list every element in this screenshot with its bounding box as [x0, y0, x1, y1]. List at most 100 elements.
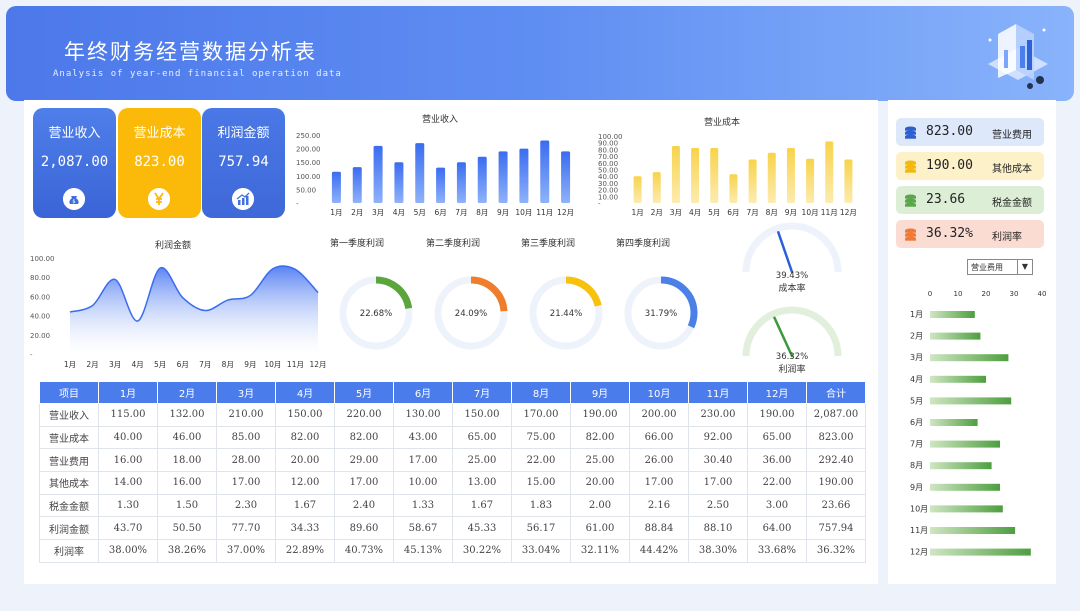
x-tick-label: 30: [1010, 290, 1019, 298]
table-cell: 营业成本: [39, 425, 99, 450]
table-cell: 15.00: [511, 471, 571, 495]
table-body: 营业收入 115.00 132.00 210.00 150.00 220.00 130.00…: [39, 403, 866, 563]
y-tick-label: 100.00: [296, 173, 321, 181]
data-table: 项目 1月 2月 3月 4月 5月 6月 7月 8月 9月 10月 11月 12月 合计 营业收入 115.…: [39, 381, 866, 563]
x-tick-label: 4月: [689, 208, 701, 217]
table-cell: 757.94: [806, 516, 866, 541]
x-tick-label: 0: [928, 290, 932, 298]
table-row: 利润率 38.00% 38.26% 37.00% 22.89% 40.73% 45.13% 3…: [39, 539, 866, 563]
table-cell: 61.00: [570, 516, 630, 541]
y-tick-label: 4月: [910, 375, 923, 384]
bar: [930, 440, 1000, 448]
table-cell: 37.00%: [216, 539, 276, 563]
table-header-cell: 2月: [157, 381, 217, 404]
database-icon: [905, 228, 916, 241]
dashboard-header: 年终财务经营数据分析表 Analysis of year-end financi…: [6, 6, 1074, 101]
table-cell: 2,087.00: [806, 403, 866, 427]
y-tick-label: 80.00: [30, 274, 50, 282]
bar: [930, 483, 1000, 491]
y-tick-label: 1月: [910, 310, 923, 319]
money-bag-icon: $: [63, 188, 85, 210]
y-tick-label: 11月: [910, 526, 928, 535]
bar: [748, 159, 757, 203]
table-cell: 43.70: [98, 516, 158, 541]
x-tick-label: 10: [954, 290, 963, 298]
yen-icon: [148, 188, 170, 210]
table-cell: 82.00: [275, 425, 335, 450]
y-tick-label: 10月: [910, 504, 928, 513]
table-cell: 115.00: [98, 403, 158, 427]
summary-label: 其他成本: [992, 164, 1032, 175]
table-cell: 2.50: [688, 493, 748, 518]
bar: [930, 354, 1009, 362]
area-line: [69, 265, 319, 322]
table-header-cell: 9月: [570, 381, 630, 404]
bar: [930, 311, 975, 318]
bar: [519, 148, 529, 203]
table-cell: 34.33: [275, 516, 335, 541]
x-tick-label: 10月: [515, 208, 532, 217]
table-cell: 22.00: [747, 471, 807, 495]
table-cell: 40.00: [98, 425, 158, 450]
x-tick-label: 5月: [708, 208, 720, 217]
y-tick-label: -: [30, 351, 33, 359]
x-tick-label: 9月: [785, 208, 797, 217]
y-tick-label: 50.00: [296, 186, 316, 194]
select-value: 营业费用: [971, 263, 1003, 272]
table-cell: 22.89%: [275, 539, 335, 563]
metric-select[interactable]: 营业费用 ▼: [967, 259, 1033, 275]
bar: [415, 143, 425, 203]
x-tick-label: 6月: [434, 208, 446, 217]
profit-area-chart: 100.00 80.00 60.00 40.00 20.00 - 1月 2月 3月 4月 5月 6月 7…: [30, 255, 327, 369]
table-cell: 40.73%: [334, 539, 394, 563]
q3-title: 第三季度利润: [521, 239, 576, 249]
table-cell: 56.17: [511, 516, 571, 541]
donut-value-label: 22.68%: [360, 309, 392, 319]
table-cell: 38.26%: [157, 539, 217, 563]
table-cell: 292.40: [806, 448, 866, 473]
x-tick-label: 11月: [287, 360, 304, 369]
x-tick-label: 12月: [309, 360, 326, 369]
bar: [373, 145, 383, 203]
chevron-down-icon[interactable]: ▼: [1017, 260, 1032, 274]
y-tick-label: 60.00: [598, 160, 618, 168]
table-cell: 1.33: [393, 493, 453, 518]
y-tick-label: 8月: [910, 461, 923, 470]
table-header-cell: 7月: [452, 381, 512, 404]
y-tick-label: -: [296, 200, 299, 208]
database-icon: [905, 160, 916, 173]
table-cell: 32.11%: [570, 539, 630, 563]
table-cell: 82.00: [570, 425, 630, 450]
y-tick-label: 250.00: [296, 132, 321, 140]
table-header-cell: 项目: [39, 381, 99, 404]
bar: [786, 148, 795, 203]
table-cell: 10.00: [393, 471, 453, 495]
table-header-cell: 12月: [747, 381, 807, 404]
table-cell: 2.00: [570, 493, 630, 518]
database-icon: [905, 194, 916, 207]
y-tick-label: 50.00: [598, 167, 618, 175]
bar: [930, 397, 1012, 405]
x-tick-label: 20: [982, 290, 991, 298]
summary-label: 税金金额: [992, 198, 1032, 209]
bar: [691, 148, 700, 203]
y-tick-label: 20.00: [30, 332, 50, 340]
x-tick-label: 5月: [414, 208, 426, 217]
bar: [652, 172, 661, 203]
table-cell: 33.04%: [511, 539, 571, 563]
table-row: 其他成本 14.00 16.00 17.00 12.00 17.00 10.00 13.00 1…: [39, 471, 866, 495]
table-cell: 12.00: [275, 471, 335, 495]
table-header-cell: 3月: [216, 381, 276, 404]
y-tick-label: 90.00: [598, 140, 618, 148]
table-cell: 25.00: [570, 448, 630, 473]
table-cell: 44.42%: [629, 539, 689, 563]
x-tick-label: 2月: [651, 208, 663, 217]
y-tick-label: 10.00: [598, 193, 618, 201]
kpi-label: 利润金额: [217, 126, 270, 141]
y-tick-label: 100.00: [30, 255, 55, 263]
x-tick-label: 40: [1038, 290, 1047, 298]
table-header-cell: 6月: [393, 381, 453, 404]
kpi-card-profit: 利润金额 757.94: [202, 108, 285, 218]
table-cell: 14.00: [98, 471, 158, 495]
bar: [633, 176, 642, 203]
